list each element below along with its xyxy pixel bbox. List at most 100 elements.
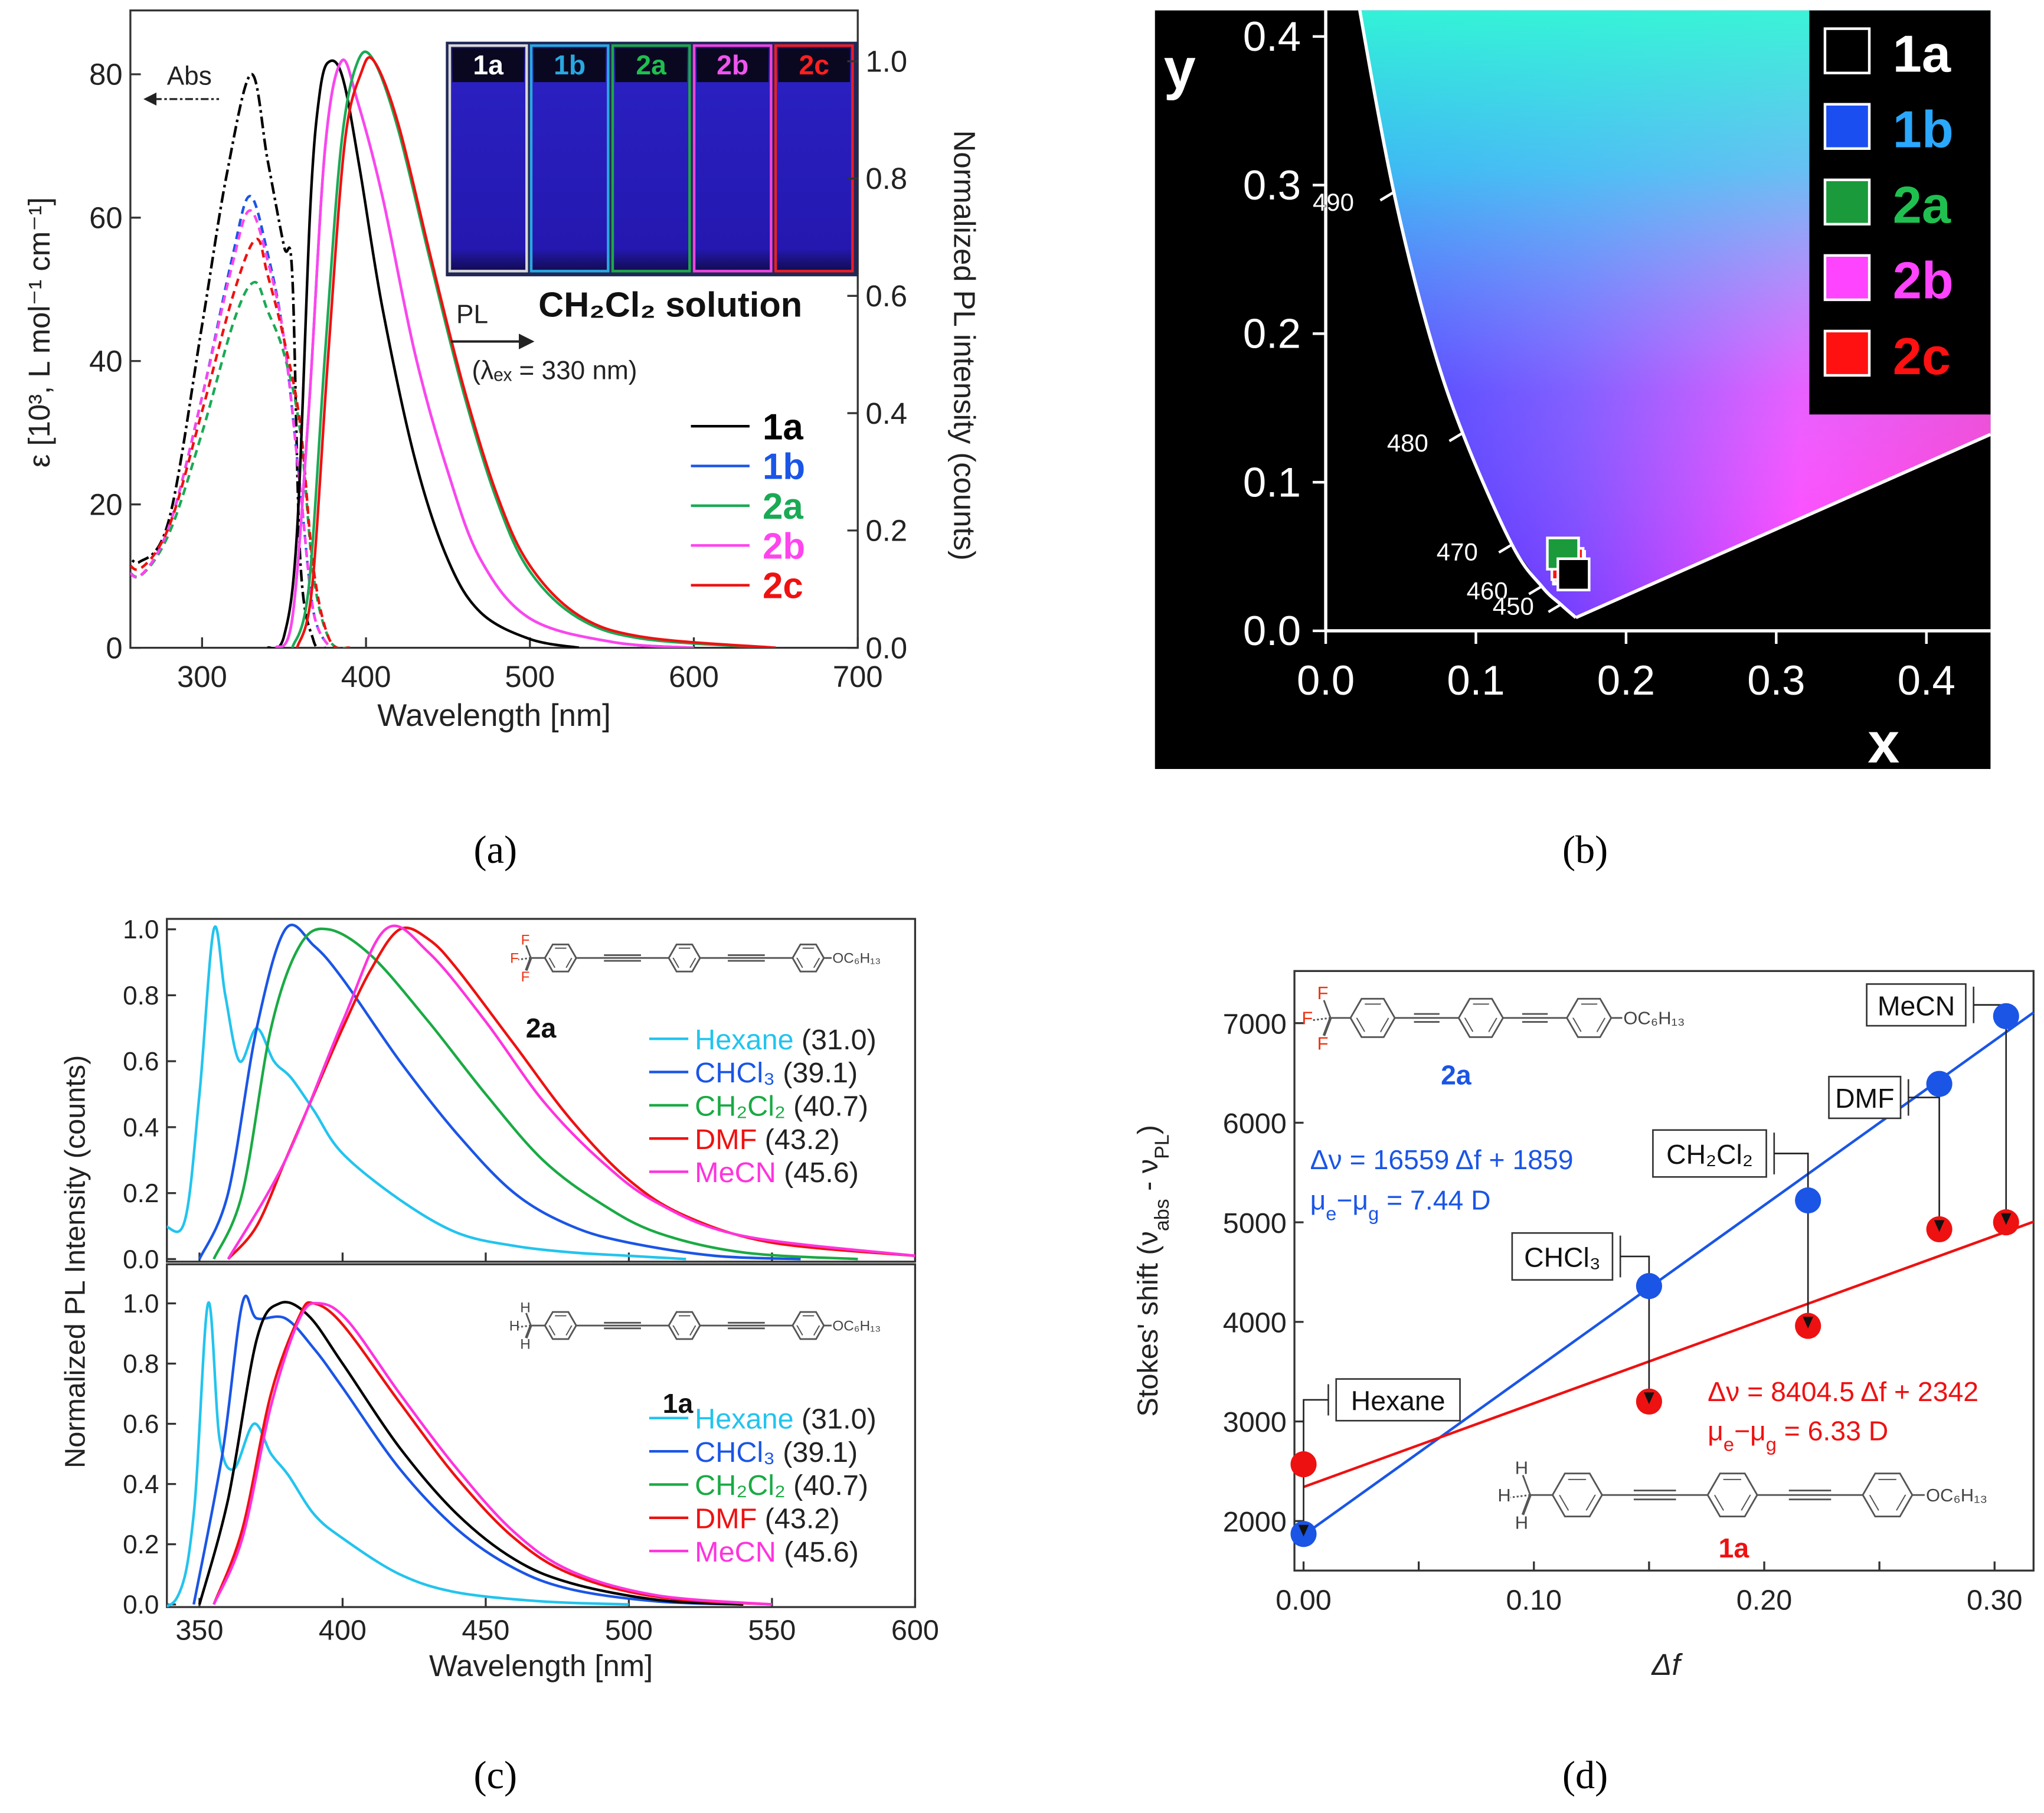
atom-label: H [1515,1512,1528,1533]
y2-axis-title: Normalized PL intensity (counts) [948,130,982,561]
x-axis-title: Wavelength [nm] [377,698,611,733]
pl-curve-2c [296,56,776,648]
legend-label-1a: 1a [763,407,803,447]
plot-frame [1293,970,2035,1572]
legend: 1a 1b 2a 2b 2c [1809,10,1991,415]
arrow-down-icon [1934,1220,1945,1232]
wedge-bond [525,957,532,971]
pl-curve-MeCN [227,924,915,1260]
y-tick-label: 0.6 [123,1410,159,1439]
solvent-annotation: DMF [1828,1075,1940,1225]
x-tick-label: 450 [462,1614,509,1646]
dipole-difference-2a: μe−μg = 7.44 D [1310,1184,1491,1224]
legend-label: CH₂Cl₂ (40.7) [695,1090,868,1122]
compound-label-1a: 1a [1719,1533,1750,1563]
x-tick-label: 0.1 [1447,657,1505,703]
atom-label: H [1515,1457,1528,1478]
y-axis-title: Normalized PL Intensity (counts) [60,1055,91,1468]
legend-label: CHCl₃ (39.1) [695,1436,858,1468]
atom-label: H [1497,1485,1510,1506]
solvent-label: DMF [1835,1083,1894,1114]
y2-tick-label: 0.2 [865,514,907,548]
panel-d-lippert-mataga-chart: 2000 3000 4000 5000 6000 7000 0.00 0.10 0.20 0.30… [1132,970,2035,1681]
vial-image [611,44,691,273]
y-axis-title: Stokes' shift (νabs - νPL) [1132,1125,1173,1416]
bond [1522,1475,1531,1495]
solvent-polarity: (45.6) [784,1536,859,1568]
text-part: e [1326,1203,1336,1224]
wedge-bond [525,1325,532,1339]
substituent-label: OC₆H₁₃ [832,1318,881,1334]
atom-label: H [520,1300,531,1316]
vial-1b: 1b [529,44,610,273]
legend-label: Hexane (31.0) [695,1403,877,1435]
solvent-label: MeCN [1878,990,1955,1021]
locus-label-460: 460 [1467,577,1508,604]
solvent-name: MeCN [695,1157,776,1189]
legend-label: MeCN (45.6) [695,1157,859,1189]
locus-tick [1548,603,1562,613]
solvent-annotation: CHCl₃ [1511,1232,1650,1396]
purple-line [1575,433,1991,620]
panel-label-a: (a) [474,829,518,872]
vial-image [774,44,854,273]
hash-bond [1510,1494,1530,1498]
vial-cap [696,48,768,83]
y-axis-title: ε [10³, L mol⁻¹ cm⁻¹] [22,197,56,467]
pl-curve-Hexane [166,925,686,1261]
panel-b-cie-chart: 0.0 0.1 0.2 0.3 0.4 0.0 0.1 0.2 0.3 0.4 x y 490 480 47… [1155,10,1991,775]
arrow-left-icon [143,92,157,106]
text-part: = 6.33 D [1777,1415,1888,1446]
y-tick-label: 20 [89,487,122,521]
benzene-ring [1706,1472,1758,1518]
pl-annotation: PL [456,300,488,329]
y-tick-label: 0.4 [123,1470,159,1499]
locus-tick [1498,543,1513,554]
legend-label-2b: 2b [1893,251,1954,310]
compound-label-2a: 2a [1441,1059,1472,1090]
substituent-label: OC₆H₁₃ [1926,1485,1987,1506]
y-tick-label: 0.1 [1243,459,1301,505]
y-tick-label: 0.0 [123,1591,159,1619]
ring-double-bonds [548,1315,573,1336]
solvent-polarity: (43.2) [765,1503,840,1534]
pl-curve-2b [274,58,694,648]
x-tick-label: 600 [669,660,719,693]
locus-label-470: 470 [1437,538,1478,565]
wedge-bond [1521,1494,1532,1516]
text-part: - ν [1132,1159,1164,1199]
vial-1a: 1a [448,44,528,273]
x-tick-label: 0.00 [1276,1584,1332,1616]
substituent-label: OC₆H₁₃ [1623,1008,1685,1029]
y-tick-label: 0.0 [123,1245,159,1274]
y2-tick-label: 0.6 [865,279,907,313]
solvent-label: Hexane [1351,1386,1445,1416]
y-tick-label: 0.8 [123,981,159,1010]
x-tick-label: 0.20 [1736,1584,1793,1616]
abs-annotation: Abs [167,62,212,91]
pl-curve-1a [267,59,580,648]
data-point-2a [1795,1187,1821,1214]
y-tick-label: 40 [89,344,122,378]
vial-2b: 2b [692,44,773,273]
curves [166,1294,773,1608]
legend-label-2b: 2b [763,526,805,567]
legend-label-2c: 2c [1893,327,1951,385]
ring-double-bonds [1713,1478,1751,1511]
y-tick-label: 60 [89,201,122,234]
benzene-ring [668,1311,701,1340]
x-tick-label: 0.4 [1898,657,1955,703]
vial-2c: 2c [774,44,854,273]
vial-cap [452,48,524,83]
y-tick-label: 0.8 [123,1350,159,1379]
text-part: g [1368,1203,1379,1224]
benzene-ring [1565,997,1613,1038]
text-part: μ [1310,1184,1326,1215]
y-tick-label: 80 [89,58,122,91]
shift-arrow [1620,1255,1650,1396]
locus-tick [1448,432,1463,443]
arrow-right-icon [519,333,535,349]
x-tick-label: 600 [891,1614,939,1646]
legend-swatch-2b [1823,254,1871,302]
